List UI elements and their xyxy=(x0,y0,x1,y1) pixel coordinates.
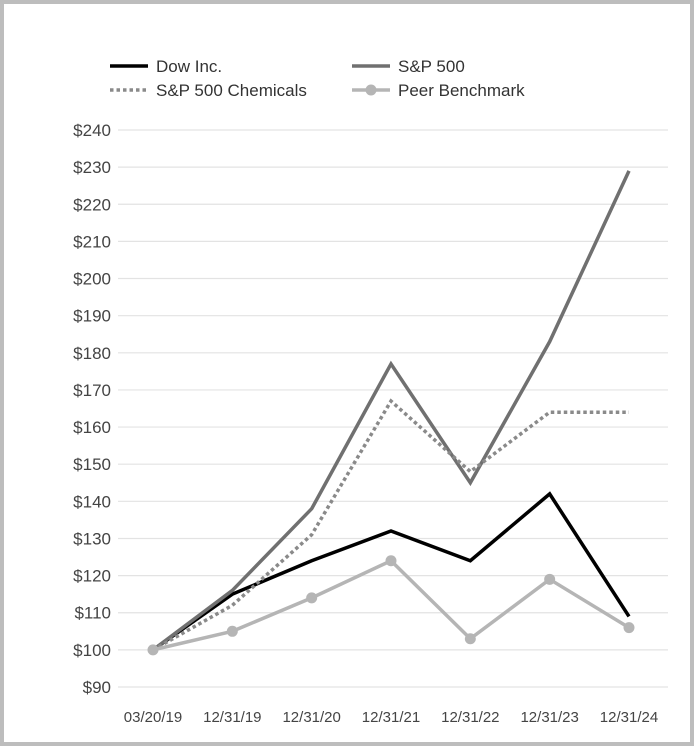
series-line-peer-benchmark xyxy=(152,558,630,652)
x-tick-label: 12/31/21 xyxy=(362,709,420,726)
series-line-s-p-500-chemicals xyxy=(152,398,629,652)
legend-label-s-p-500-chemicals: S&P 500 Chemicals xyxy=(156,81,307,100)
data-point-peer-benchmark xyxy=(464,633,476,645)
y-tick-label: $230 xyxy=(73,158,111,177)
legend-label-dow-inc: Dow Inc. xyxy=(156,57,222,76)
y-axis-tick-labels: $90 $100 $110 $120 $130 $140 $150 $160 $170 $180 $… xyxy=(73,121,111,697)
gridlines xyxy=(118,129,668,688)
x-tick-label: 12/31/19 xyxy=(203,709,261,726)
legend-label-s-p-500: S&P 500 xyxy=(398,57,465,76)
y-tick-label: $100 xyxy=(73,641,111,660)
data-point-peer-benchmark xyxy=(306,592,318,604)
y-tick-label: $190 xyxy=(73,307,111,326)
data-point-peer-benchmark xyxy=(226,625,238,637)
legend: Dow Inc. S&P 500 S&P 500 Chemicals Peer Ben… xyxy=(110,57,525,100)
series-line-dow-inc xyxy=(151,491,631,652)
y-tick-label: $110 xyxy=(74,604,111,623)
data-point-peer-benchmark xyxy=(385,555,397,567)
y-tick-label: $150 xyxy=(73,455,111,474)
legend-label-peer-benchmark: Peer Benchmark xyxy=(398,81,525,100)
data-point-peer-benchmark xyxy=(544,573,556,585)
y-tick-label: $140 xyxy=(73,492,111,511)
y-tick-label: $240 xyxy=(73,121,111,140)
x-tick-label: 12/31/23 xyxy=(520,709,578,726)
y-tick-label: $170 xyxy=(73,381,111,400)
y-tick-label: $200 xyxy=(73,270,111,289)
y-tick-label: $220 xyxy=(73,195,111,214)
data-point-peer-benchmark xyxy=(623,622,635,634)
x-axis-tick-labels: 03/20/19 12/31/19 12/31/20 12/31/21 12/31/22… xyxy=(124,709,658,726)
y-tick-label: $90 xyxy=(83,678,111,697)
x-tick-label: 12/31/24 xyxy=(600,709,658,726)
series-line-s-p-500 xyxy=(151,170,631,652)
y-tick-label: $210 xyxy=(73,232,111,251)
x-tick-label: 03/20/19 xyxy=(124,709,182,726)
series-lines xyxy=(147,170,635,656)
x-tick-label: 12/31/20 xyxy=(282,709,340,726)
y-tick-label: $180 xyxy=(73,344,111,363)
y-tick-label: $160 xyxy=(73,418,111,437)
y-tick-label: $130 xyxy=(73,529,111,548)
x-tick-label: 12/31/22 xyxy=(441,709,499,726)
data-point-peer-benchmark xyxy=(147,644,159,656)
legend-marker-peer-benchmark xyxy=(365,84,377,96)
y-tick-label: $120 xyxy=(73,567,111,586)
